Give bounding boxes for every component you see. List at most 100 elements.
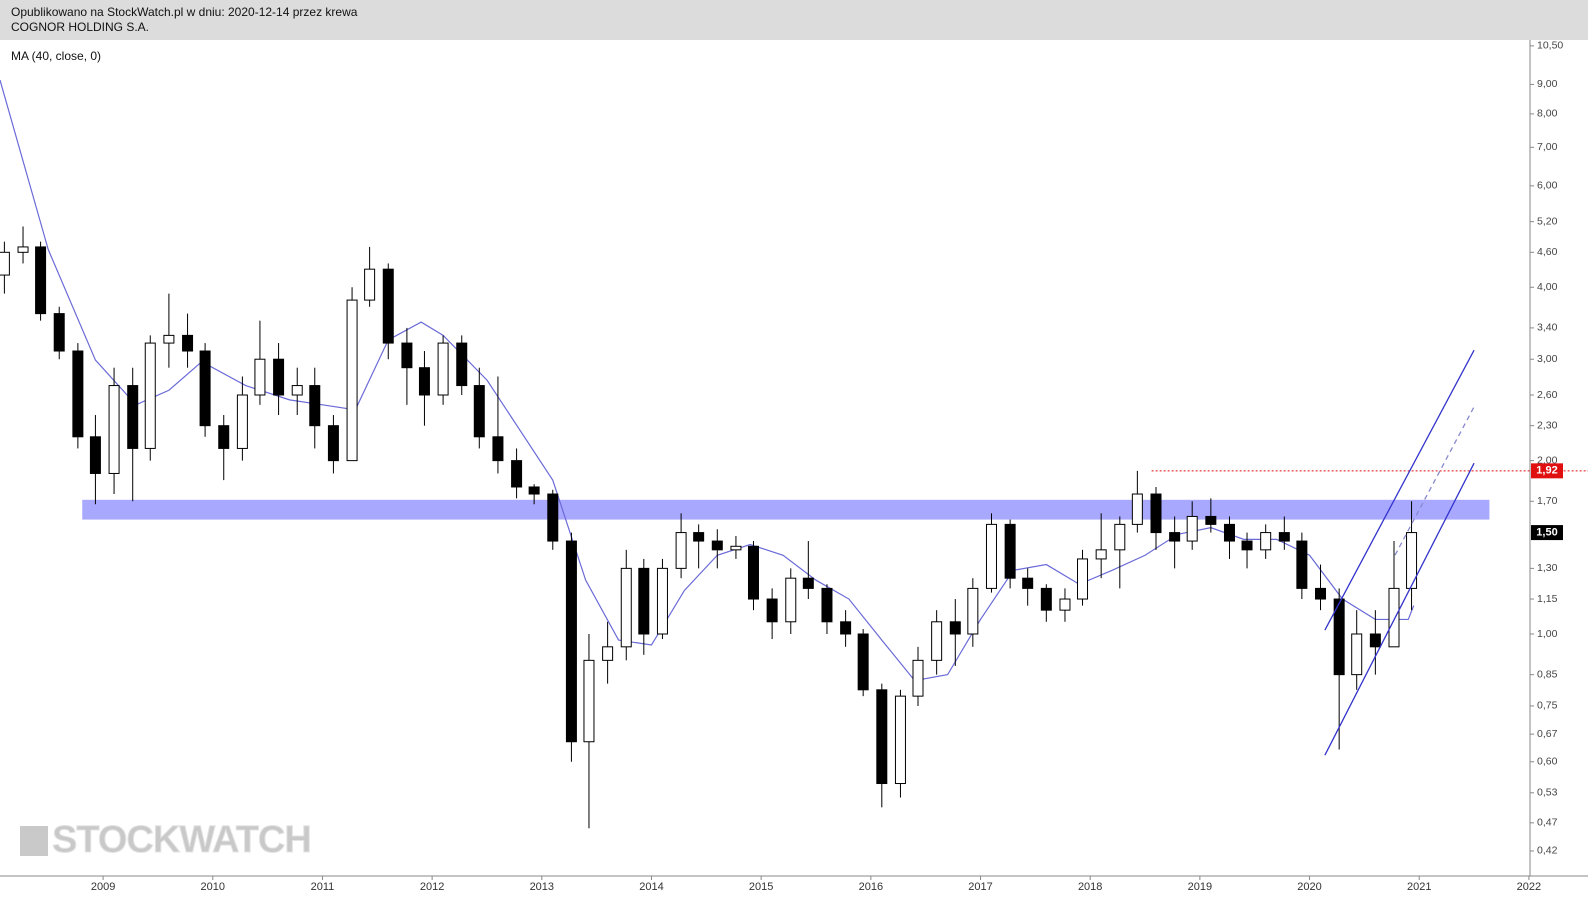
- candle-body-up: [163, 334, 175, 344]
- y-tick-label: 5,20: [1537, 215, 1558, 227]
- candle-body-down: [492, 436, 504, 462]
- candle-body-up: [17, 246, 29, 253]
- candle-body-down: [382, 268, 394, 344]
- candle-body-up: [0, 251, 10, 276]
- candle-body-up: [1095, 549, 1107, 560]
- candle-body-up: [1131, 493, 1143, 525]
- candle-body-down: [1296, 540, 1308, 589]
- candle-body-down: [565, 540, 577, 743]
- candle-body-up: [620, 567, 632, 648]
- y-tick-label: 3,00: [1537, 353, 1558, 365]
- candle-body-down: [857, 633, 869, 691]
- candle-body-down: [1004, 523, 1016, 579]
- y-tick-label: 8,00: [1537, 108, 1558, 120]
- trend-line: [1394, 406, 1475, 556]
- x-tick-label: 2020: [1297, 881, 1321, 893]
- candle-body-down: [53, 313, 65, 352]
- candle-body-down: [199, 350, 211, 427]
- y-tick-label: 1,70: [1537, 495, 1558, 507]
- y-tick-label: 1,15: [1537, 593, 1558, 605]
- y-tick-label: 9,00: [1537, 78, 1558, 90]
- candle-body-up: [967, 587, 979, 635]
- x-tick-label: 2014: [639, 881, 663, 893]
- x-tick-label: 2009: [91, 881, 115, 893]
- y-tick-label: 7,00: [1537, 141, 1558, 153]
- y-tick-label: 4,00: [1537, 281, 1558, 293]
- support-zone: [82, 499, 1490, 520]
- candle-body-down: [127, 385, 139, 449]
- x-tick-label: 2021: [1407, 881, 1431, 893]
- candle-body-down: [876, 689, 888, 785]
- candle-body-down: [1169, 532, 1181, 542]
- candle-body-up: [236, 394, 248, 449]
- y-tick-label: 10,50: [1537, 40, 1563, 52]
- header-publication: Opublikowano na StockWatch.pl w dniu: 20…: [11, 5, 358, 19]
- candle-body-down: [802, 577, 814, 589]
- candle-body-down: [1333, 598, 1345, 676]
- candle-body-down: [1315, 587, 1327, 600]
- x-tick-label: 2010: [201, 881, 225, 893]
- candle-body-down: [840, 621, 852, 635]
- candle-body-up: [1077, 558, 1089, 600]
- candle-body-down: [528, 486, 540, 495]
- candle-body-up: [1351, 633, 1363, 676]
- ma-label: MA (40, close, 0): [11, 49, 101, 63]
- candle-body-down: [309, 385, 321, 427]
- candle-body-down: [182, 334, 194, 352]
- x-tick-label: 2019: [1188, 881, 1212, 893]
- candle-body-up: [254, 358, 266, 396]
- level-marker-box: [1531, 463, 1563, 479]
- candle-body-down: [1223, 523, 1235, 542]
- trend-line: [1324, 349, 1475, 631]
- x-tick-label: 2016: [859, 881, 883, 893]
- candle-body-down: [218, 425, 230, 449]
- candle-body-down: [327, 425, 339, 462]
- candle-body-up: [656, 567, 668, 635]
- candle-body-down: [456, 342, 468, 387]
- candle-body-up: [912, 659, 924, 697]
- x-tick-label: 2017: [968, 881, 992, 893]
- price-marker-box: [1531, 525, 1563, 541]
- moving-average-line: [0, 79, 1415, 682]
- candle-body-down: [273, 358, 285, 396]
- candle-body-up: [675, 532, 687, 569]
- candle-body-down: [638, 567, 650, 635]
- y-tick-label: 6,00: [1537, 180, 1558, 192]
- candle-body-down: [401, 342, 413, 369]
- y-tick-label: 0,85: [1537, 668, 1558, 680]
- candle-body-down: [766, 598, 778, 623]
- watermark: STOCKWATCH: [20, 819, 312, 862]
- candle-body-down: [418, 367, 430, 396]
- x-tick-label: 2022: [1517, 881, 1541, 893]
- candle-body-down: [949, 621, 961, 635]
- candle-body-down: [711, 540, 723, 551]
- x-tick-label: 2013: [530, 881, 554, 893]
- y-tick-label: 0,60: [1537, 756, 1558, 768]
- candle-body-down: [747, 545, 759, 600]
- watermark-text: STOCKWATCH: [52, 819, 311, 861]
- candle-body-up: [364, 268, 376, 301]
- candle-body-down: [473, 385, 485, 438]
- candle-body-down: [1022, 577, 1034, 589]
- candle-body-up: [730, 545, 742, 551]
- candle-body-up: [437, 342, 449, 396]
- candle-body-down: [89, 436, 101, 474]
- candle-body-down: [1040, 587, 1052, 611]
- candle-body-up: [894, 695, 906, 785]
- y-tick-label: 2,30: [1537, 419, 1558, 431]
- candle-body-down: [35, 246, 47, 315]
- candle-body-down: [693, 532, 705, 542]
- y-tick-label: 3,40: [1537, 322, 1558, 334]
- candle-body-down: [1278, 532, 1290, 542]
- candle-body-down: [547, 493, 559, 542]
- x-tick-label: 2011: [311, 881, 335, 893]
- candle-body-up: [1260, 532, 1272, 551]
- candle-body-up: [1059, 598, 1071, 611]
- x-tick-label: 2015: [749, 881, 773, 893]
- y-tick-label: 0,67: [1537, 728, 1558, 740]
- y-tick-label: 2,60: [1537, 389, 1558, 401]
- candle-body-down: [1241, 540, 1253, 551]
- watermark-logo: [20, 826, 48, 856]
